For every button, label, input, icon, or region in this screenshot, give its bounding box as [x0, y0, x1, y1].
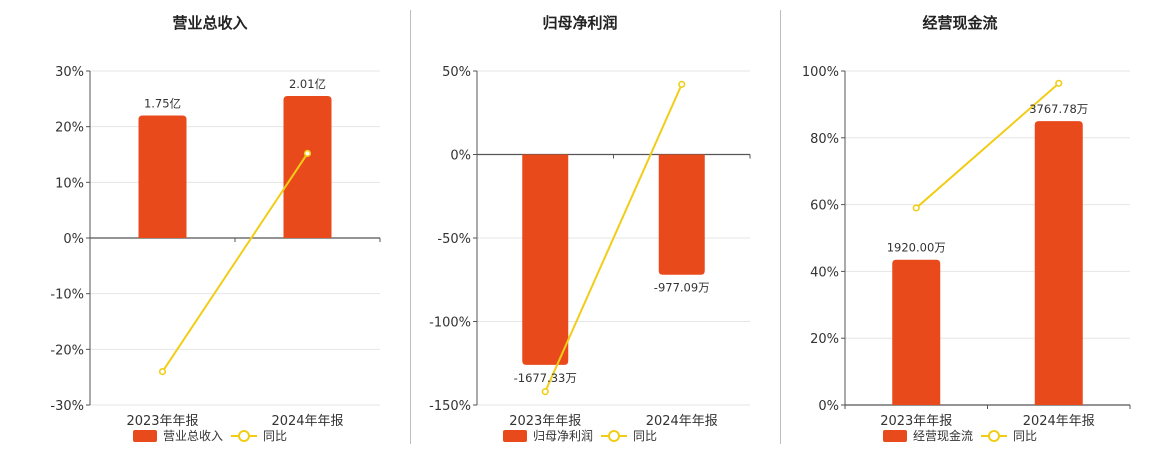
bar [283, 96, 332, 238]
yoy-line [915, 82, 1060, 209]
bar-data-label: 1.75亿 [144, 97, 181, 111]
x-category-label: 2024年年报 [271, 414, 343, 429]
yoy-point [1055, 79, 1063, 87]
legend-bar-swatch [502, 429, 527, 442]
x-category-label: 2023年年报 [126, 414, 198, 429]
y-tick-label: 50% [442, 65, 471, 80]
legend-line-swatch [231, 429, 257, 442]
bar-data-label: -1677.33万 [514, 371, 577, 385]
yoy-point [912, 204, 920, 212]
y-tick-label: 10% [55, 176, 84, 191]
y-tick-label: 30% [55, 65, 84, 80]
yoy-point [303, 149, 312, 157]
bar-data-label: 2.01亿 [289, 77, 326, 91]
y-tick-label: 80% [810, 132, 839, 147]
y-tick-label: -20% [50, 343, 84, 358]
yoy-line [161, 152, 309, 373]
panel-divider [780, 10, 781, 444]
legend-label: 经营现金流 [912, 429, 973, 443]
legend-item-bar[interactable]: 归母净利润 [502, 427, 593, 444]
chart-panel-cash-flow: 经营现金流 100% 80% 60% 40% 20% 0% 2023年年报 2024年年报 19… [767, 0, 1153, 450]
chart-legend: 归母净利润 同比 [387, 427, 773, 444]
chart-svg-revenue: 30% 20% 10% 0% -10% -20% -30% 2023年年报 2024年年报 1.7… [50, 65, 381, 429]
yoy-point [158, 368, 167, 376]
bar [522, 154, 569, 365]
legend-label: 营业总收入 [162, 429, 223, 443]
legend-label: 归母净利润 [532, 429, 593, 443]
yoy-line [544, 83, 683, 393]
chart-panel-net-profit: 归母净利润 50% 0% -50% -100% -150% 2023年年报 2024年年报 -… [387, 0, 773, 450]
chart-svg-cash-flow: 100% 80% 60% 40% 20% 0% 2023年年报 2024年年报 1920.00万… [802, 65, 1131, 429]
y-tick-label: 100% [802, 65, 839, 80]
chart-legend: 营业总收入 同比 [17, 427, 403, 444]
bar-data-label: -977.09万 [654, 281, 710, 295]
legend-item-bar[interactable]: 营业总收入 [132, 427, 223, 444]
panel-divider [410, 10, 411, 444]
legend-item-line[interactable]: 同比 [981, 427, 1037, 444]
chart-panel-revenue: 营业总收入 30% 20% 10% 0% -10% -20% -30% 2023年年报 2024… [17, 0, 403, 450]
y-tick-label: 60% [810, 199, 839, 214]
y-tick-label: -30% [50, 399, 84, 414]
bar [658, 154, 705, 275]
y-tick-label: -100% [429, 316, 471, 331]
legend-item-bar[interactable]: 经营现金流 [882, 427, 973, 444]
legend-label: 同比 [1013, 429, 1038, 443]
y-tick-label: 40% [810, 265, 839, 280]
legend-bar-swatch [882, 429, 907, 442]
bar-data-label: 3767.78万 [1029, 102, 1088, 116]
y-tick-label: 0% [63, 232, 84, 247]
y-tick-label: 0% [818, 399, 839, 414]
x-category-label: 2023年年报 [509, 414, 581, 429]
bar [1034, 121, 1083, 405]
legend-line-swatch [981, 429, 1007, 442]
legend-line-swatch [601, 429, 627, 442]
x-category-label: 2023年年报 [880, 414, 952, 429]
x-category-label: 2024年年报 [646, 414, 718, 429]
y-tick-label: 20% [55, 121, 84, 136]
y-tick-label: -10% [50, 288, 84, 303]
y-tick-label: -50% [437, 232, 471, 247]
chart-legend: 经营现金流 同比 [767, 427, 1153, 444]
x-category-label: 2024年年报 [1023, 414, 1095, 429]
legend-item-line[interactable]: 同比 [601, 427, 657, 444]
yoy-point [541, 388, 549, 396]
legend-item-line[interactable]: 同比 [231, 427, 287, 444]
bar-data-label: 1920.00万 [887, 241, 946, 255]
legend-label: 同比 [263, 429, 288, 443]
y-tick-label: 0% [450, 149, 471, 164]
yoy-point [678, 80, 686, 88]
y-tick-label: 20% [810, 332, 839, 347]
chart-svg-net-profit: 50% 0% -50% -100% -150% 2023年年报 2024年年报 -1677.3… [429, 65, 751, 429]
chart-title: 营业总收入 [172, 14, 248, 32]
bar [138, 115, 187, 238]
y-tick-label: -150% [429, 399, 471, 414]
chart-title: 经营现金流 [922, 14, 998, 32]
chart-title: 归母净利润 [542, 14, 618, 32]
legend-label: 同比 [633, 429, 658, 443]
bar [892, 259, 941, 405]
legend-bar-swatch [132, 429, 157, 442]
